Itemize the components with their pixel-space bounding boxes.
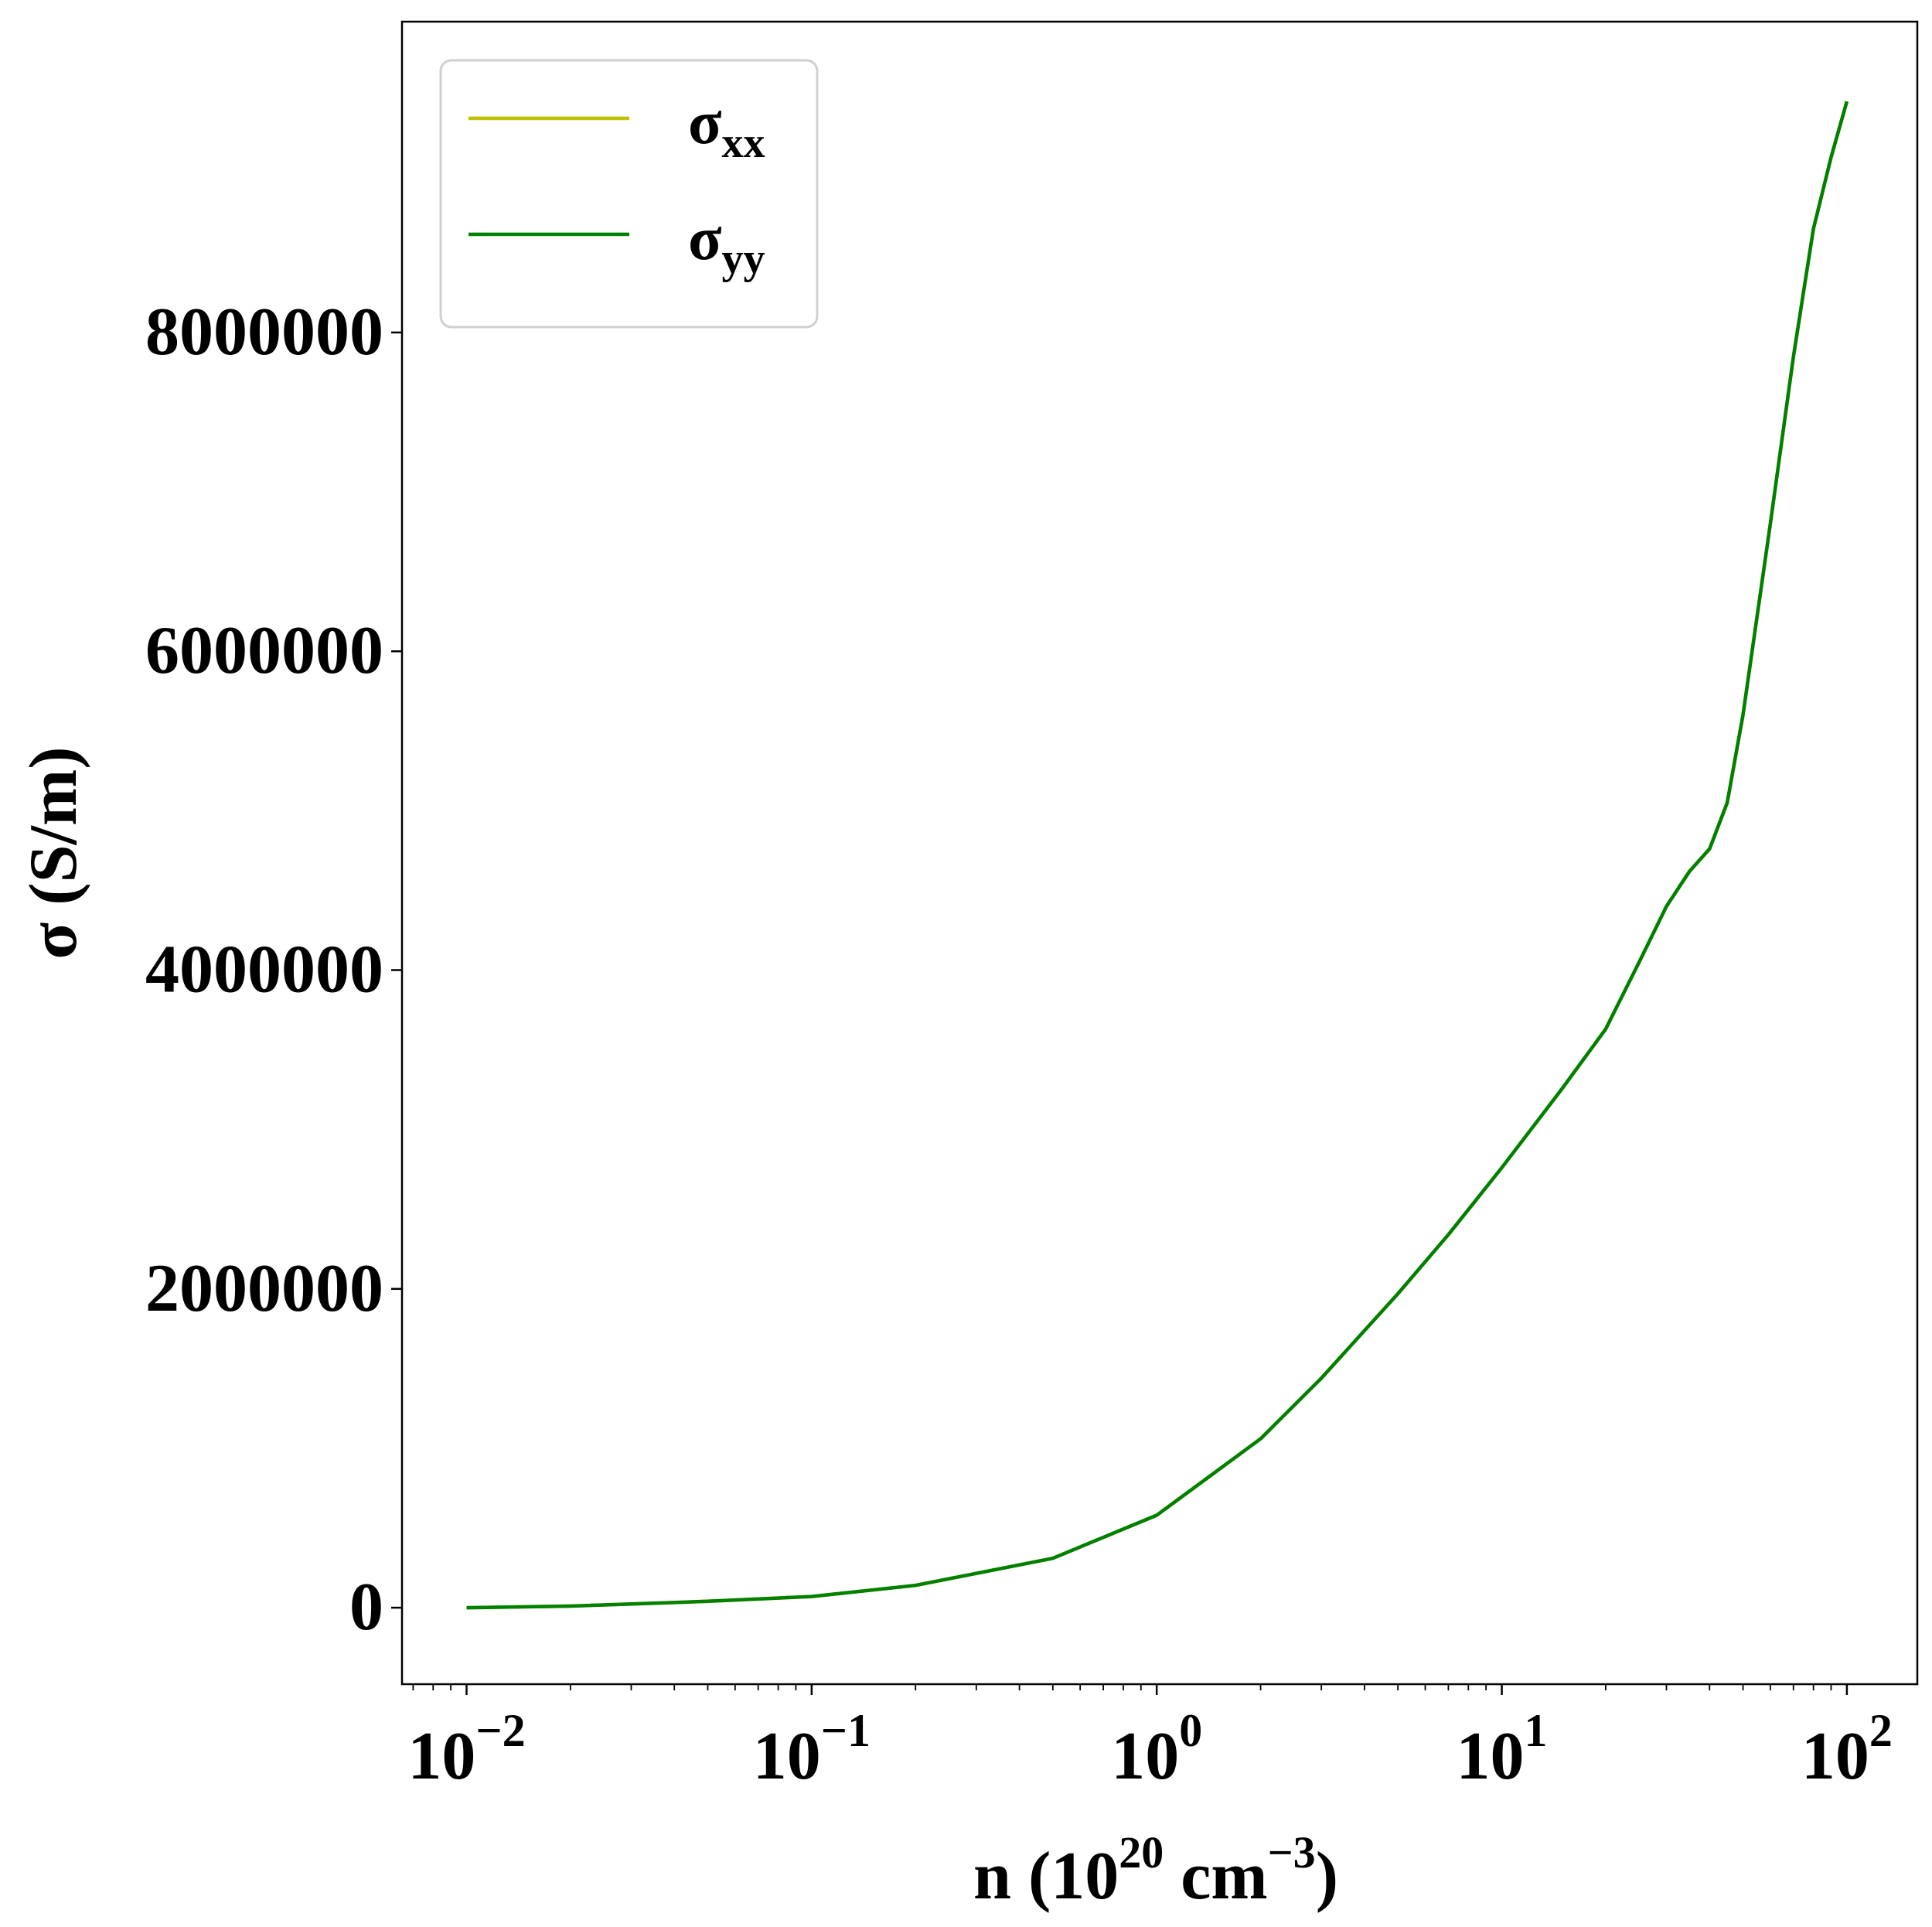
- x-tick-label: 100: [1111, 1705, 1202, 1794]
- legend-label-syy-main: σ: [688, 205, 722, 273]
- legend-label-sxx-main: σ: [688, 89, 722, 157]
- legend: σxx σyy: [439, 59, 819, 329]
- ticks-layer: [391, 331, 1849, 1695]
- plot-frame: [400, 20, 1919, 1686]
- x-tick-label-exp: −1: [821, 1705, 871, 1756]
- x-tick-label: 101: [1457, 1705, 1548, 1794]
- legend-label-sxx-sub: xx: [722, 119, 765, 167]
- series-layer: [466, 101, 1849, 1610]
- x-tick-label-exp: 0: [1179, 1705, 1202, 1756]
- x-axis-title: n (1020 cm−3): [973, 1827, 1338, 1914]
- x-tick-label-base: 10: [753, 1719, 821, 1794]
- legend-label-sxx: σxx: [688, 89, 765, 167]
- x-tick-label-exp: −2: [475, 1705, 525, 1756]
- x-tick-label-base: 10: [407, 1719, 475, 1794]
- legend-box: [439, 59, 819, 329]
- y-tick-label: 8000000: [145, 295, 383, 370]
- legend-label-syy: σyy: [688, 205, 765, 283]
- x-axis-title-sup1: 20: [1119, 1827, 1164, 1878]
- x-tick-label-exp: 1: [1525, 1705, 1548, 1756]
- x-axis-title-sup2: −3: [1268, 1827, 1316, 1878]
- x-tick-label-base: 10: [1801, 1719, 1869, 1794]
- x-tick-label-base: 10: [1457, 1719, 1525, 1794]
- x-axis-title-end: ): [1316, 1839, 1338, 1914]
- y-tick-label: 4000000: [145, 933, 383, 1008]
- x-tick-label-exp: 2: [1869, 1705, 1893, 1756]
- y-tick-label: 2000000: [145, 1251, 383, 1326]
- y-axis-title: σ (S/m): [16, 746, 91, 959]
- y-tick-label: 0: [349, 1570, 383, 1645]
- x-axis-title-base: n (10: [973, 1839, 1119, 1914]
- x-tick-label: 10−1: [753, 1705, 871, 1794]
- x-tick-label: 102: [1801, 1705, 1893, 1794]
- x-tick-label: 10−2: [407, 1705, 525, 1794]
- series-line-yy: [466, 101, 1849, 1610]
- y-tick-label: 6000000: [145, 613, 383, 688]
- x-tick-label-base: 10: [1111, 1719, 1179, 1794]
- legend-label-syy-sub: yy: [722, 235, 765, 283]
- x-axis-title-mid: cm: [1164, 1839, 1267, 1914]
